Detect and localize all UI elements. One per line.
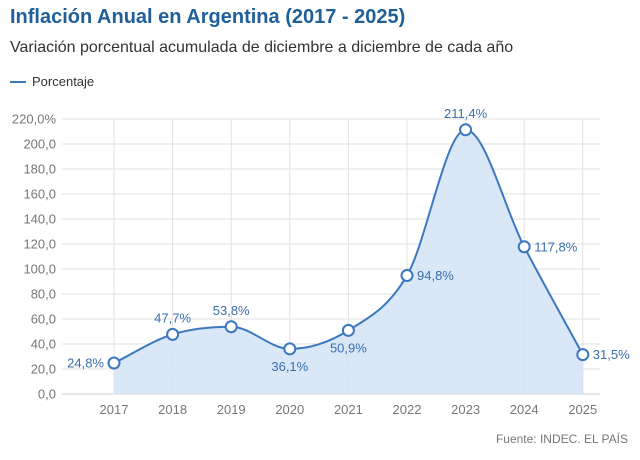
data-point (459, 123, 473, 137)
y-tick-label: 220,0% (12, 112, 57, 127)
data-point (224, 320, 238, 334)
y-tick-label: 0,0 (38, 387, 56, 402)
y-tick-label: 40,0 (31, 337, 56, 352)
data-label: 47,7% (154, 310, 191, 325)
data-point (107, 356, 121, 370)
legend-label: Porcentaje (32, 74, 95, 89)
data-point (400, 269, 414, 282)
y-tick-label: 100,0 (23, 262, 56, 277)
data-label: 53,8% (213, 303, 250, 318)
x-tick-label: 2025 (568, 402, 597, 417)
data-label: 211,4% (444, 106, 488, 121)
x-tick-label: 2017 (100, 402, 129, 417)
x-tick-label: 2024 (510, 402, 539, 417)
data-label: 50,9% (330, 340, 367, 355)
y-tick-label: 180,0 (23, 162, 56, 177)
x-tick-label: 2018 (158, 402, 187, 417)
y-tick-label: 120,0 (23, 237, 56, 252)
data-label: 31,5% (593, 347, 630, 362)
data-point (283, 342, 297, 356)
data-point (341, 323, 355, 337)
data-label: 94,8% (417, 268, 454, 283)
x-tick-label: 2020 (275, 402, 304, 417)
chart-title: Inflación Anual en Argentina (2017 - 202… (10, 6, 406, 28)
source-note: Fuente: INDEC. EL PAÍS (495, 432, 628, 446)
y-tick-label: 200,0 (23, 137, 56, 152)
data-point (166, 327, 180, 341)
x-tick-label: 2021 (334, 402, 363, 417)
y-tick-label: 140,0 (23, 212, 56, 227)
x-tick-label: 2023 (451, 402, 480, 417)
x-tick-label: 2022 (393, 402, 422, 417)
data-point (517, 240, 531, 254)
legend-swatch (10, 80, 26, 83)
legend: Porcentaje (10, 74, 94, 89)
series-line (113, 128, 584, 364)
x-tick-label: 2019 (217, 402, 246, 417)
data-label: 24,8% (67, 356, 104, 371)
chart-subtitle: Variación porcentual acumulada de diciem… (10, 39, 514, 56)
y-tick-label: 60,0 (31, 312, 56, 327)
data-point (576, 348, 590, 362)
y-tick-label: 80,0 (31, 287, 56, 302)
data-label: 117,8% (534, 239, 578, 254)
data-label: 36,1% (271, 359, 308, 374)
y-tick-label: 20,0 (31, 362, 56, 377)
y-tick-label: 160,0 (23, 187, 56, 202)
